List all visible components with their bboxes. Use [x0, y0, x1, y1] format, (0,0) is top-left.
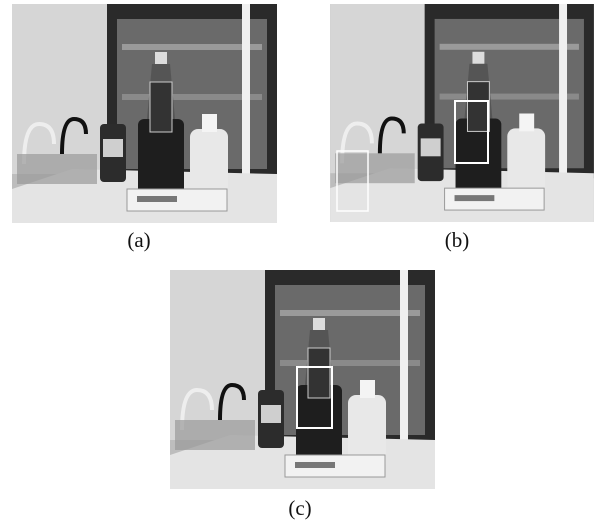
panel-a: (a) — [12, 4, 277, 252]
figure: (a) (b) (c) — [0, 0, 596, 524]
photo — [170, 270, 435, 489]
figure-canvas: (a) (b) (c) — [0, 0, 596, 524]
photo — [12, 4, 277, 223]
panel-label: (a) — [127, 228, 150, 252]
photo — [330, 4, 594, 222]
panel-label: (b) — [445, 228, 470, 252]
panel-label: (c) — [288, 496, 311, 520]
panel-c: (c) — [170, 270, 435, 520]
panel-b: (b) — [330, 4, 594, 252]
